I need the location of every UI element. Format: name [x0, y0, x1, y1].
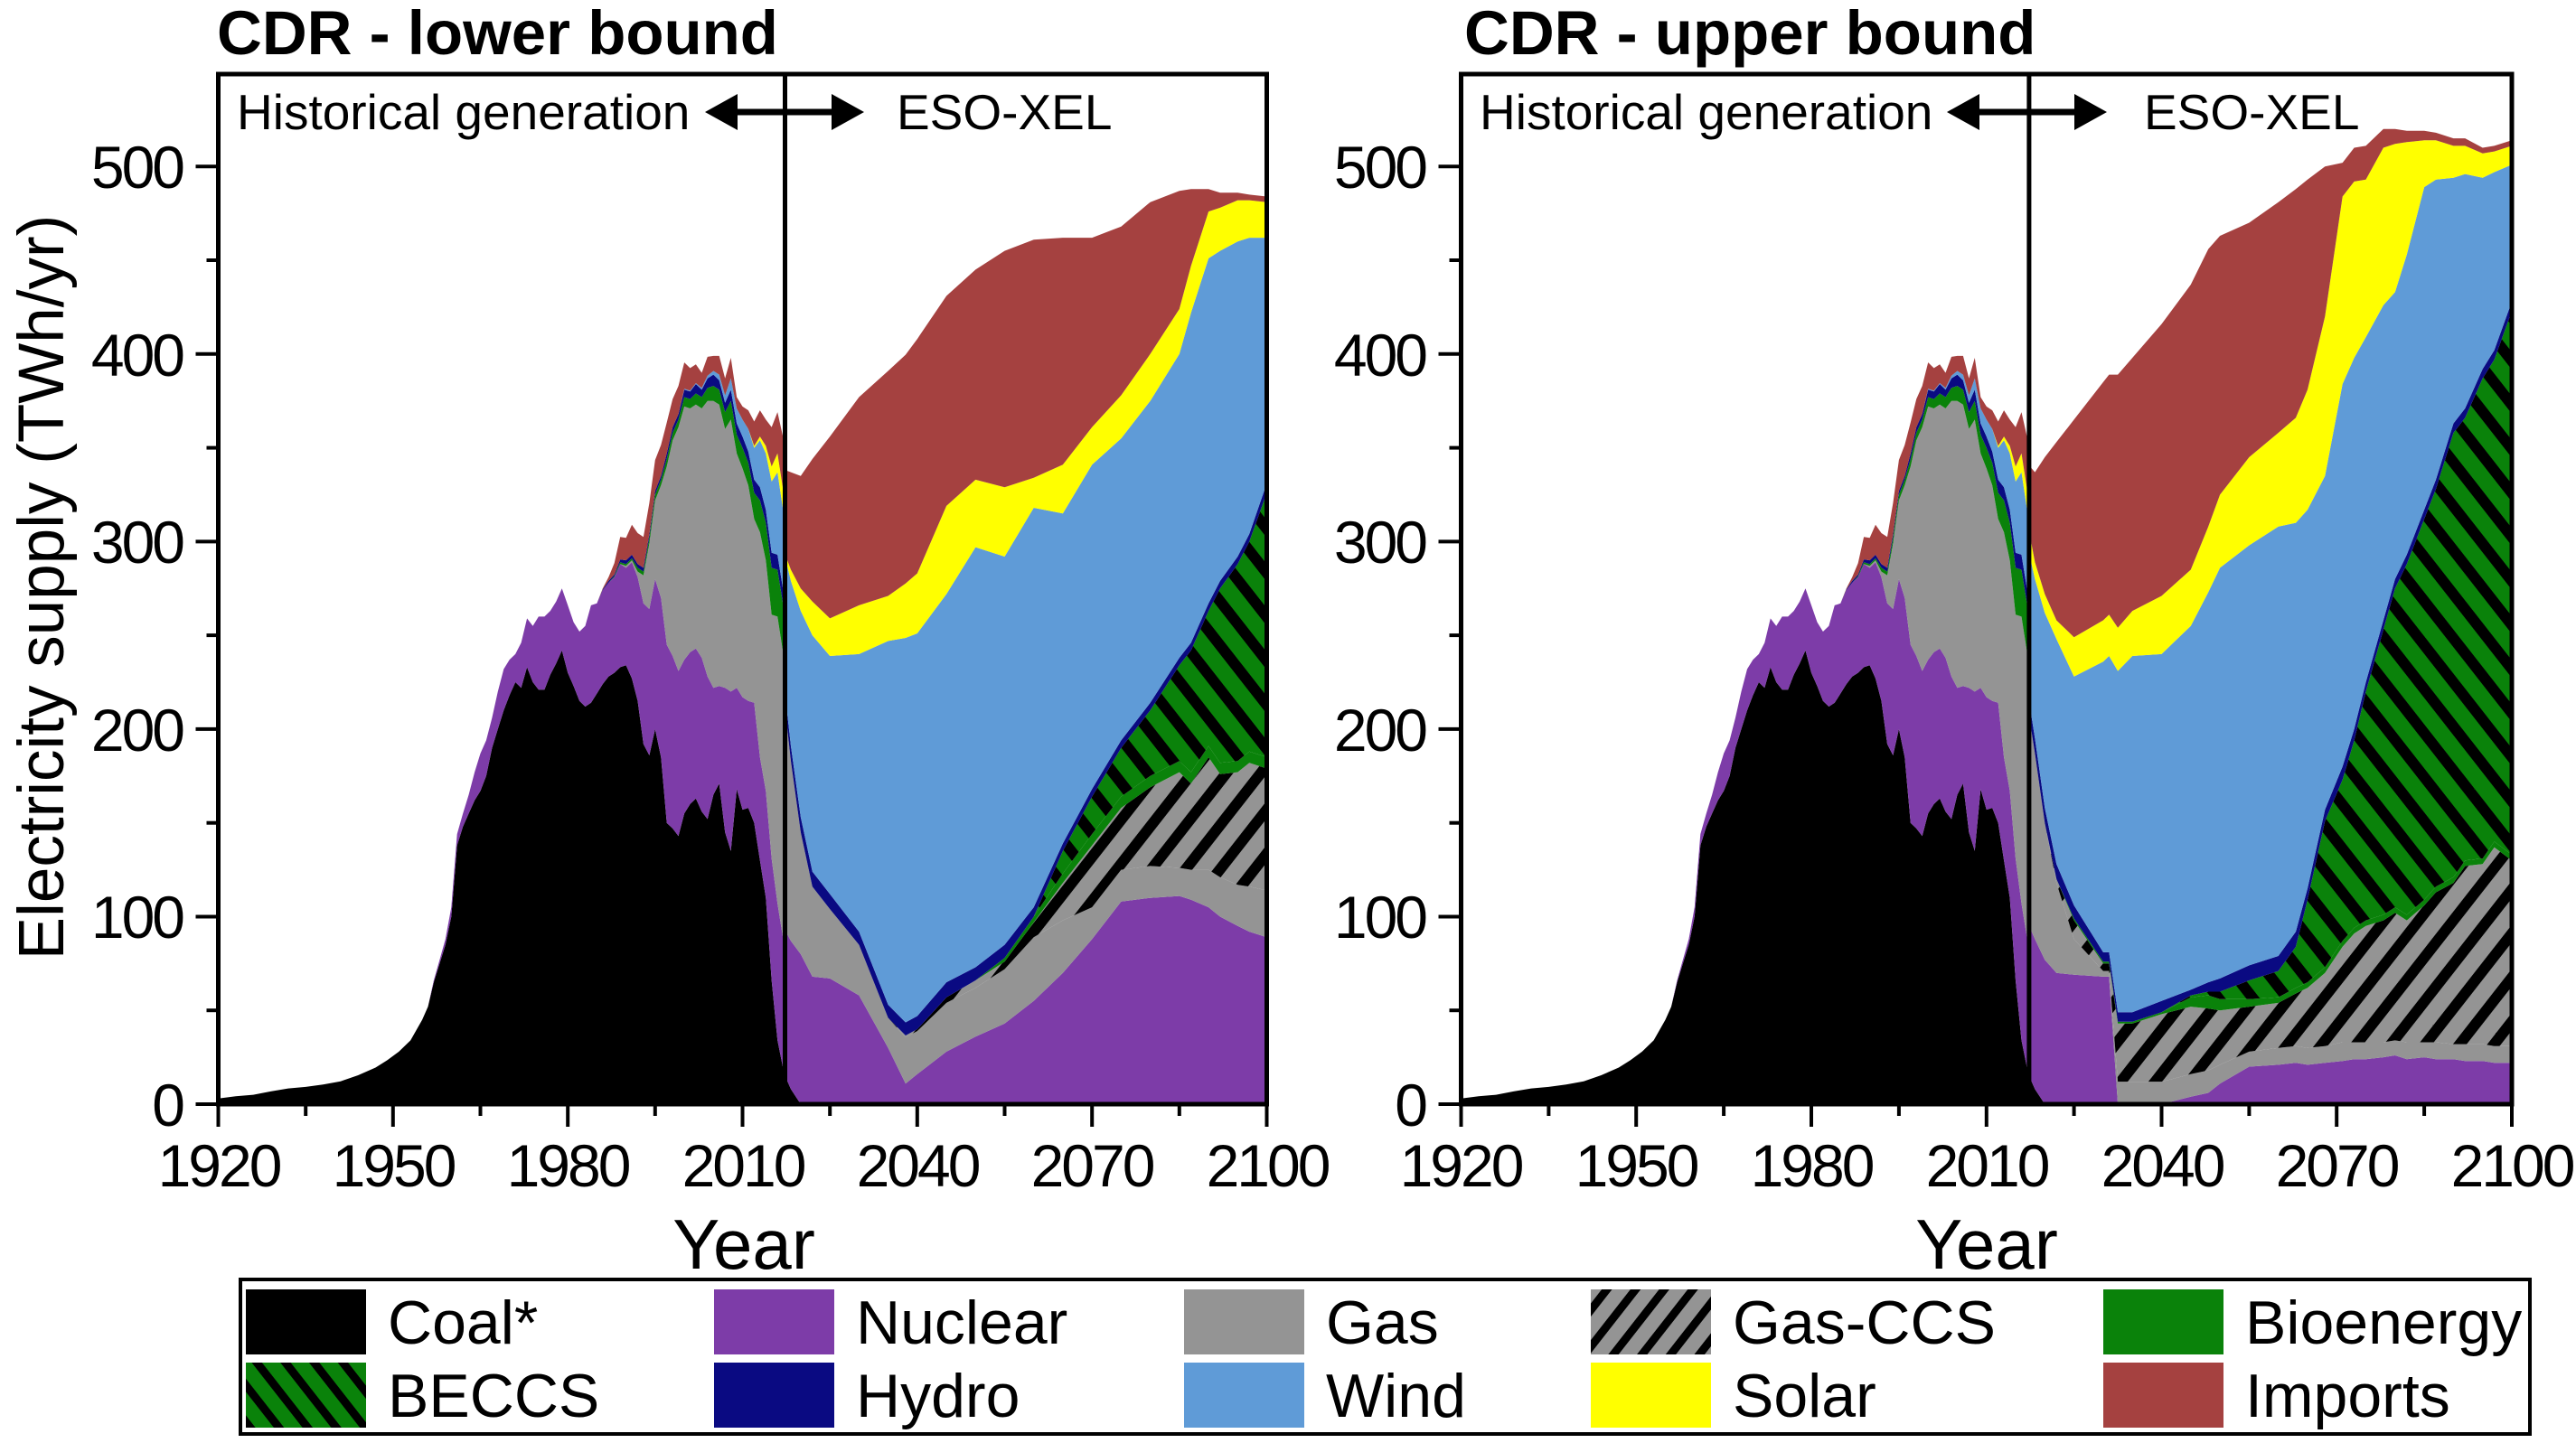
- svg-text:500: 500: [91, 134, 183, 201]
- svg-text:2100: 2100: [1207, 1132, 1330, 1199]
- svg-text:2070: 2070: [1031, 1132, 1154, 1199]
- svg-text:Solar: Solar: [1733, 1362, 1876, 1430]
- svg-text:CDR - lower bound: CDR - lower bound: [217, 0, 778, 68]
- svg-text:Historical generation: Historical generation: [1480, 84, 1932, 140]
- svg-text:0: 0: [152, 1072, 183, 1138]
- svg-text:ESO-XEL: ESO-XEL: [2144, 84, 2359, 140]
- svg-text:Gas: Gas: [1326, 1288, 1439, 1357]
- svg-text:CDR - upper bound: CDR - upper bound: [1464, 0, 2035, 68]
- svg-text:2100: 2100: [2451, 1132, 2574, 1199]
- svg-text:Imports: Imports: [2245, 1362, 2450, 1430]
- svg-text:500: 500: [1334, 134, 1426, 201]
- svg-text:1980: 1980: [507, 1132, 630, 1199]
- svg-text:ESO-XEL: ESO-XEL: [897, 84, 1112, 140]
- svg-text:300: 300: [1334, 509, 1426, 576]
- svg-text:Hydro: Hydro: [856, 1362, 1020, 1430]
- svg-text:1920: 1920: [158, 1132, 281, 1199]
- svg-text:2070: 2070: [2276, 1132, 2399, 1199]
- svg-text:200: 200: [1334, 697, 1426, 764]
- svg-text:Nuclear: Nuclear: [856, 1288, 1067, 1357]
- svg-text:BECCS: BECCS: [388, 1362, 599, 1430]
- svg-text:Gas-CCS: Gas-CCS: [1733, 1288, 1996, 1357]
- svg-text:Electricity supply (TWh/yr): Electricity supply (TWh/yr): [6, 215, 78, 960]
- svg-text:Bioenergy: Bioenergy: [2245, 1288, 2522, 1357]
- svg-text:Historical generation: Historical generation: [237, 84, 690, 140]
- svg-text:400: 400: [91, 322, 183, 389]
- svg-text:Wind: Wind: [1326, 1362, 1466, 1430]
- svg-text:1980: 1980: [1751, 1132, 1874, 1199]
- svg-text:1950: 1950: [1575, 1132, 1698, 1199]
- svg-text:1920: 1920: [1400, 1132, 1523, 1199]
- svg-text:300: 300: [91, 509, 183, 576]
- svg-text:2010: 2010: [1926, 1132, 2049, 1199]
- svg-text:200: 200: [91, 697, 183, 764]
- svg-text:2040: 2040: [2101, 1132, 2224, 1199]
- svg-text:400: 400: [1334, 322, 1426, 389]
- svg-text:2040: 2040: [857, 1132, 980, 1199]
- svg-text:0: 0: [1395, 1072, 1426, 1138]
- svg-text:100: 100: [1334, 884, 1426, 951]
- svg-text:Year: Year: [672, 1204, 815, 1284]
- svg-text:2010: 2010: [682, 1132, 805, 1199]
- svg-text:Year: Year: [1915, 1204, 2058, 1284]
- svg-text:Coal*: Coal*: [388, 1288, 538, 1357]
- svg-text:1950: 1950: [333, 1132, 456, 1199]
- svg-text:100: 100: [91, 884, 183, 951]
